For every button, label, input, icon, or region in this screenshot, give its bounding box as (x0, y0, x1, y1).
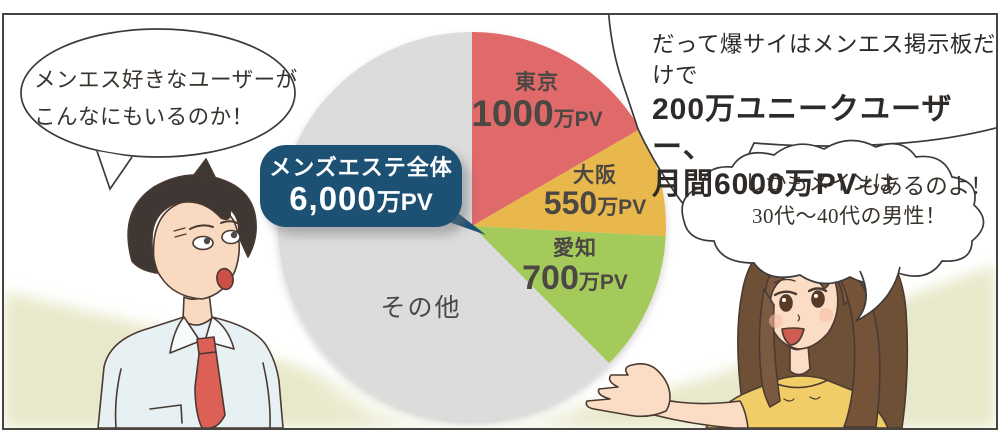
left-bubble-tail (96, 150, 133, 191)
woman-blush (819, 308, 833, 322)
cloud-bubble-line: 30代～40代の男性！ (752, 204, 947, 228)
man-pupil (230, 231, 238, 239)
scene-graphics (4, 15, 996, 428)
woman-mouth (781, 327, 805, 346)
cloud-bubble-line: しかもメインは (744, 171, 895, 195)
man-eye (221, 229, 241, 245)
pie-label-osaka: 大阪 550万PV (543, 164, 647, 222)
man-arm-seam (262, 362, 271, 428)
pie-slice-4 (278, 32, 610, 420)
woman-neck (789, 344, 811, 376)
man-eye (192, 235, 214, 251)
left-bubble-line: メンエス好きなユーザーが (34, 68, 298, 92)
pie-label-city: その他 (380, 294, 462, 322)
pie-slice-1 (472, 32, 640, 226)
woman-hand (585, 363, 671, 418)
top-bubble-line2: 200万ユニークユーザー、 (652, 93, 953, 164)
woman-eyelid (773, 287, 828, 297)
woman-side-hair (758, 288, 781, 408)
man-cheek-lines (173, 227, 187, 238)
man-character (97, 158, 284, 428)
man-hair-spike (193, 158, 216, 178)
cloud-bubble-body (681, 139, 985, 285)
left-bubble-body (20, 28, 296, 158)
man-tie (194, 351, 226, 428)
top-bubble-line3: 月間6000万PVもあるのよ！ (652, 168, 993, 201)
badge-value: 6,000万PV (289, 179, 433, 217)
pie-slice-3 (472, 226, 666, 364)
man-mouth (216, 267, 234, 291)
top-bubble-line1: だって爆サイはメンエス掲示板だけで (652, 32, 996, 88)
bottom-right-bubble-text: しかもメインは 30代～40代の男性！ (744, 167, 947, 233)
pie-label-city: 東京 (514, 71, 559, 94)
woman-collarbone (783, 396, 821, 402)
pie-label-aichi: 愛知 700万PV (522, 237, 628, 298)
pie-label-other: その他 (380, 295, 461, 322)
pie-slice-2 (472, 129, 666, 237)
cloud-bubble-tail (855, 266, 901, 322)
left-bubble-line: こんなにもいるのか！ (34, 105, 254, 129)
man-tie-knot (196, 336, 217, 355)
pie-label-city: 愛知 (553, 237, 597, 260)
man-collar (169, 316, 201, 354)
woman-eye-glint (782, 298, 786, 302)
woman-eye (779, 294, 793, 312)
total-badge: メンズエステ全体 6,000万PV (260, 145, 462, 227)
man-eyebrow (189, 224, 214, 230)
man-pupil (203, 237, 211, 245)
pie-chart (278, 32, 666, 420)
woman-blush (769, 314, 783, 328)
woman-arm (653, 398, 749, 428)
man-arm-seam (114, 368, 122, 428)
left-bubble-text: メンエス好きなユーザーが こんなにもいるのか！ (34, 62, 304, 136)
man-hair (127, 174, 257, 274)
woman-nose (797, 314, 801, 322)
badge-title: メンズエステ全体 (269, 155, 453, 181)
top-right-bubble-text: だって爆サイはメンエス掲示板だけで 200万ユニークユーザー、 月間6000万P… (652, 29, 996, 208)
man-shirt (97, 316, 284, 428)
pie-label-tokyo: 東京 1000万PV (471, 71, 603, 135)
woman-eye-glint (814, 294, 818, 298)
woman-eye (811, 290, 825, 308)
left-bubble-shape (20, 28, 296, 191)
pie-label-city: 大阪 (573, 164, 617, 187)
comic-frame: 東京 1000万PV 大阪 550万PV 愛知 700万PV その他 メンズエス… (2, 13, 998, 430)
bottom-right-bubble-shape (681, 139, 985, 322)
man-pocket (149, 404, 183, 424)
man-eyebrow (220, 220, 240, 225)
